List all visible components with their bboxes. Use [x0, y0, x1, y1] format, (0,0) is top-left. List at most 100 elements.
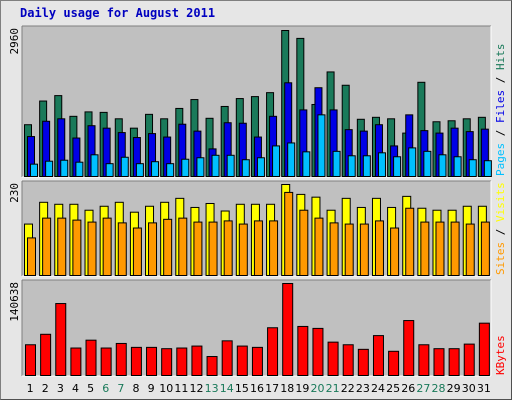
pages-bar-day-11: [181, 158, 190, 177]
pages-bar-day-28: [438, 154, 447, 178]
sites-bar-day-12: [193, 221, 203, 277]
pages-bar-day-13: [211, 154, 220, 178]
legend-separator: /: [494, 222, 507, 242]
x-tick-label-day-22: 22: [341, 382, 355, 395]
legend-separator: /: [494, 70, 507, 90]
pages-bar-day-20: [317, 114, 326, 178]
pages-bar-day-4: [75, 161, 84, 178]
x-tick-label-day-3: 3: [57, 382, 64, 395]
x-tick-label-day-11: 11: [174, 382, 188, 395]
pages-bar-day-18: [287, 142, 296, 177]
kbytes-bar-day-3: [55, 303, 67, 376]
pages-bar-day-10: [166, 163, 175, 177]
kbytes-bar-day-18: [282, 283, 294, 376]
kbytes-bar-day-23: [357, 348, 369, 376]
pages-bar-day-19: [302, 151, 311, 178]
pages-bar-day-15: [241, 159, 250, 178]
x-tick-label-day-23: 23: [356, 382, 370, 395]
pages-bar-day-27: [423, 150, 432, 177]
pages-bar-day-2: [45, 160, 54, 177]
pages-bar-day-17: [272, 145, 281, 177]
pages-bar-day-30: [468, 159, 477, 178]
sites-bar-day-27: [420, 221, 430, 277]
x-tick-label-day-17: 17: [265, 382, 279, 395]
legend-visits: Visits: [494, 182, 507, 222]
sites-bar-day-16: [253, 220, 263, 276]
pages-bar-day-29: [453, 156, 462, 177]
pages-bar-day-16: [256, 157, 265, 178]
x-tick-label-day-7: 7: [117, 382, 124, 395]
kbytes-bar-day-13: [206, 356, 218, 376]
x-tick-label-day-6: 6: [102, 382, 109, 395]
x-tick-label-day-2: 2: [42, 382, 49, 395]
kbytes-bar-day-31: [478, 322, 490, 376]
pages-bar-day-25: [393, 156, 402, 177]
middle-legend: Sites / Visits: [494, 182, 507, 275]
sites-bar-day-15: [238, 223, 248, 276]
pages-bar-day-22: [347, 155, 356, 177]
x-tick-label-day-31: 31: [477, 382, 491, 395]
kbytes-bar-day-5: [85, 339, 97, 376]
legend-files: Files: [494, 90, 507, 123]
chart-title: Daily usage for August 2011: [20, 6, 216, 20]
kbytes-bar-day-24: [372, 335, 384, 376]
x-tick-label-day-28: 28: [432, 382, 446, 395]
legend-hits: Hits: [494, 44, 507, 71]
pages-bar-day-1: [30, 163, 38, 177]
kbytes-bar-day-15: [236, 345, 248, 376]
sites-bar-day-14: [223, 220, 233, 276]
pages-bar-day-23: [362, 155, 371, 177]
legend-sites: Sites: [494, 242, 507, 275]
sites-bar-day-29: [450, 221, 460, 277]
kbytes-bar-day-10: [161, 348, 173, 377]
kbytes-bar-day-6: [100, 347, 112, 376]
sites-bar-day-24: [374, 220, 384, 276]
sites-bar-day-17: [269, 220, 279, 276]
kbytes-bar-day-17: [267, 327, 279, 376]
x-tick-label-day-25: 25: [386, 382, 400, 395]
pages-bar-day-6: [105, 163, 114, 177]
sites-bar-day-4: [72, 219, 82, 276]
x-tick-label-day-20: 20: [311, 382, 325, 395]
kbytes-bar-day-26: [403, 320, 415, 376]
sites-bar-day-30: [465, 223, 475, 276]
sites-bar-day-9: [148, 222, 158, 277]
pages-bar-day-14: [226, 154, 235, 178]
kbytes-bar-day-1: [25, 344, 36, 376]
pages-bar-day-5: [90, 154, 99, 178]
pages-bar-day-12: [196, 157, 205, 178]
sites-bar-day-10: [163, 218, 173, 277]
sites-bar-day-26: [405, 207, 415, 277]
x-tick-label-day-19: 19: [295, 382, 309, 395]
sites-bar-day-13: [208, 221, 218, 277]
x-tick-label-day-16: 16: [250, 382, 264, 395]
x-tick-label-day-10: 10: [159, 382, 173, 395]
sites-bar-day-19: [299, 209, 309, 276]
pages-bar-day-8: [135, 163, 144, 177]
sites-bar-day-7: [117, 222, 127, 277]
legend-separator: /: [494, 123, 507, 143]
x-tick-label-day-24: 24: [371, 382, 385, 395]
sites-bar-day-25: [390, 227, 400, 277]
kbytes-bar-day-2: [40, 333, 52, 376]
legend-kbytes: KBytes: [494, 335, 507, 375]
kbytes-bar-day-19: [297, 325, 309, 376]
legend-pages: Pages: [494, 143, 507, 176]
sites-bar-day-11: [178, 217, 188, 276]
kbytes-bar-day-28: [433, 348, 445, 377]
x-tick-label-day-26: 26: [401, 382, 415, 395]
kbytes-bar-day-25: [388, 350, 400, 377]
bottom-panel-max-label: 140638: [8, 282, 21, 322]
kbytes-bar-day-12: [191, 345, 203, 376]
kbytes-bar-day-11: [176, 347, 188, 376]
kbytes-bar-day-27: [418, 344, 430, 376]
x-tick-label-day-30: 30: [462, 382, 476, 395]
x-tick-label-day-12: 12: [189, 382, 203, 395]
bottom-legend: KBytes: [494, 335, 507, 375]
sites-bar-day-21: [329, 222, 339, 277]
sites-bar-day-23: [359, 223, 369, 276]
kbytes-bar-day-20: [312, 327, 324, 377]
sites-bar-day-8: [132, 227, 142, 277]
kbytes-bar-day-4: [70, 347, 82, 376]
